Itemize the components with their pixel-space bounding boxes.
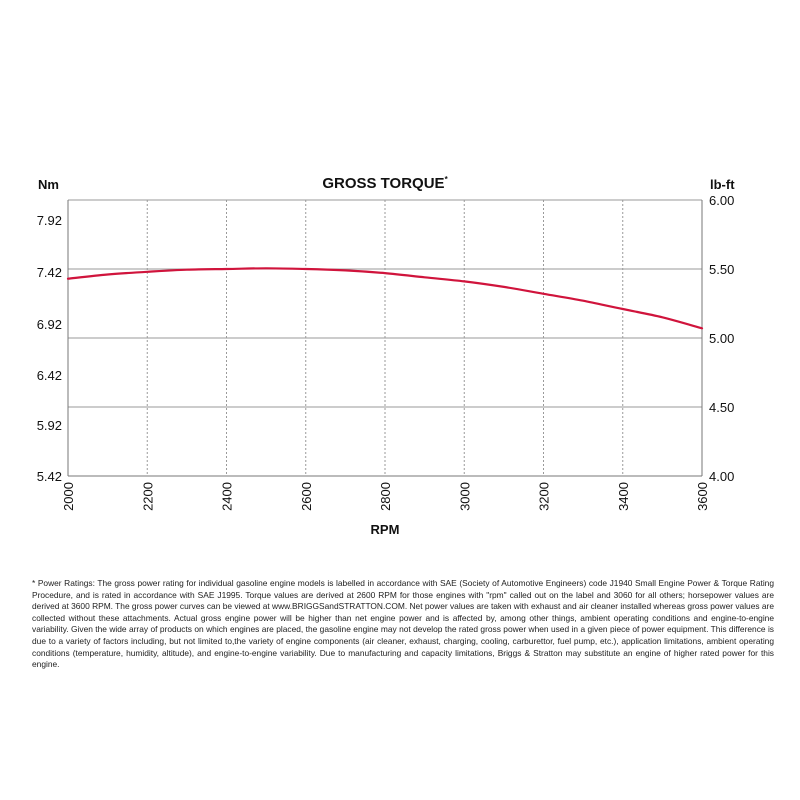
left-axis-unit: Nm bbox=[38, 177, 59, 192]
x-tick-label: 2800 bbox=[378, 482, 393, 511]
right-axis-unit: lb-ft bbox=[710, 177, 735, 192]
left-y-tick-label: 5.92 bbox=[37, 418, 62, 433]
right-y-tick-label: 5.50 bbox=[709, 262, 734, 277]
left-y-tick-label: 5.42 bbox=[37, 469, 62, 484]
left-y-tick-label: 6.92 bbox=[37, 317, 62, 332]
left-y-tick-label: 6.42 bbox=[37, 368, 62, 383]
x-tick-label: 3200 bbox=[537, 482, 552, 511]
power-ratings-footnote: * Power Ratings: The gross power rating … bbox=[32, 578, 774, 670]
right-y-tick-label: 4.00 bbox=[709, 469, 734, 484]
right-y-tick-label: 4.50 bbox=[709, 400, 734, 415]
axis-layer bbox=[67, 199, 703, 477]
x-tick-label: 2200 bbox=[140, 482, 155, 511]
series-layer bbox=[66, 267, 704, 330]
right-y-tick-label: 5.00 bbox=[709, 331, 734, 346]
grid-layer bbox=[68, 200, 702, 476]
x-tick-label: 2400 bbox=[220, 482, 235, 511]
x-tick-label: 2600 bbox=[299, 482, 314, 511]
left-y-tick-label: 7.92 bbox=[37, 213, 62, 228]
left-y-tick-label: 7.42 bbox=[37, 265, 62, 280]
chart-title: GROSS TORQUE* bbox=[322, 175, 448, 192]
torque-curve bbox=[66, 267, 704, 330]
chart-title-marker: * bbox=[445, 175, 449, 184]
chart-title-text: GROSS TORQUE bbox=[322, 175, 444, 192]
right-y-tick-label: 6.00 bbox=[709, 193, 734, 208]
x-tick-label: 3000 bbox=[457, 482, 472, 511]
x-tick-label: 2000 bbox=[61, 482, 76, 511]
x-axis-label: RPM bbox=[371, 522, 400, 537]
x-tick-label: 3400 bbox=[616, 482, 631, 511]
text-layer: GROSS TORQUE* Nm lb-ft RPM 7.92 7.42 6.92 6… bbox=[37, 175, 736, 537]
x-tick-label: 3600 bbox=[695, 482, 710, 511]
gross-torque-chart: GROSS TORQUE* Nm lb-ft RPM 7.92 7.42 6.92 6… bbox=[37, 175, 736, 537]
